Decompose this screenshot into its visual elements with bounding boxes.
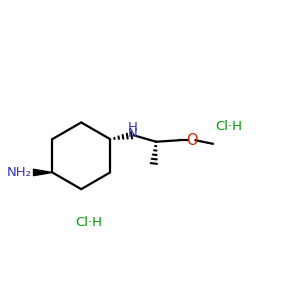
Polygon shape xyxy=(34,169,52,176)
Text: H: H xyxy=(128,121,138,134)
Text: Cl·H: Cl·H xyxy=(75,216,102,229)
Text: O: O xyxy=(186,133,198,148)
Text: N: N xyxy=(128,128,138,140)
Text: Cl·H: Cl·H xyxy=(216,120,243,133)
Text: NH₂: NH₂ xyxy=(7,166,32,179)
